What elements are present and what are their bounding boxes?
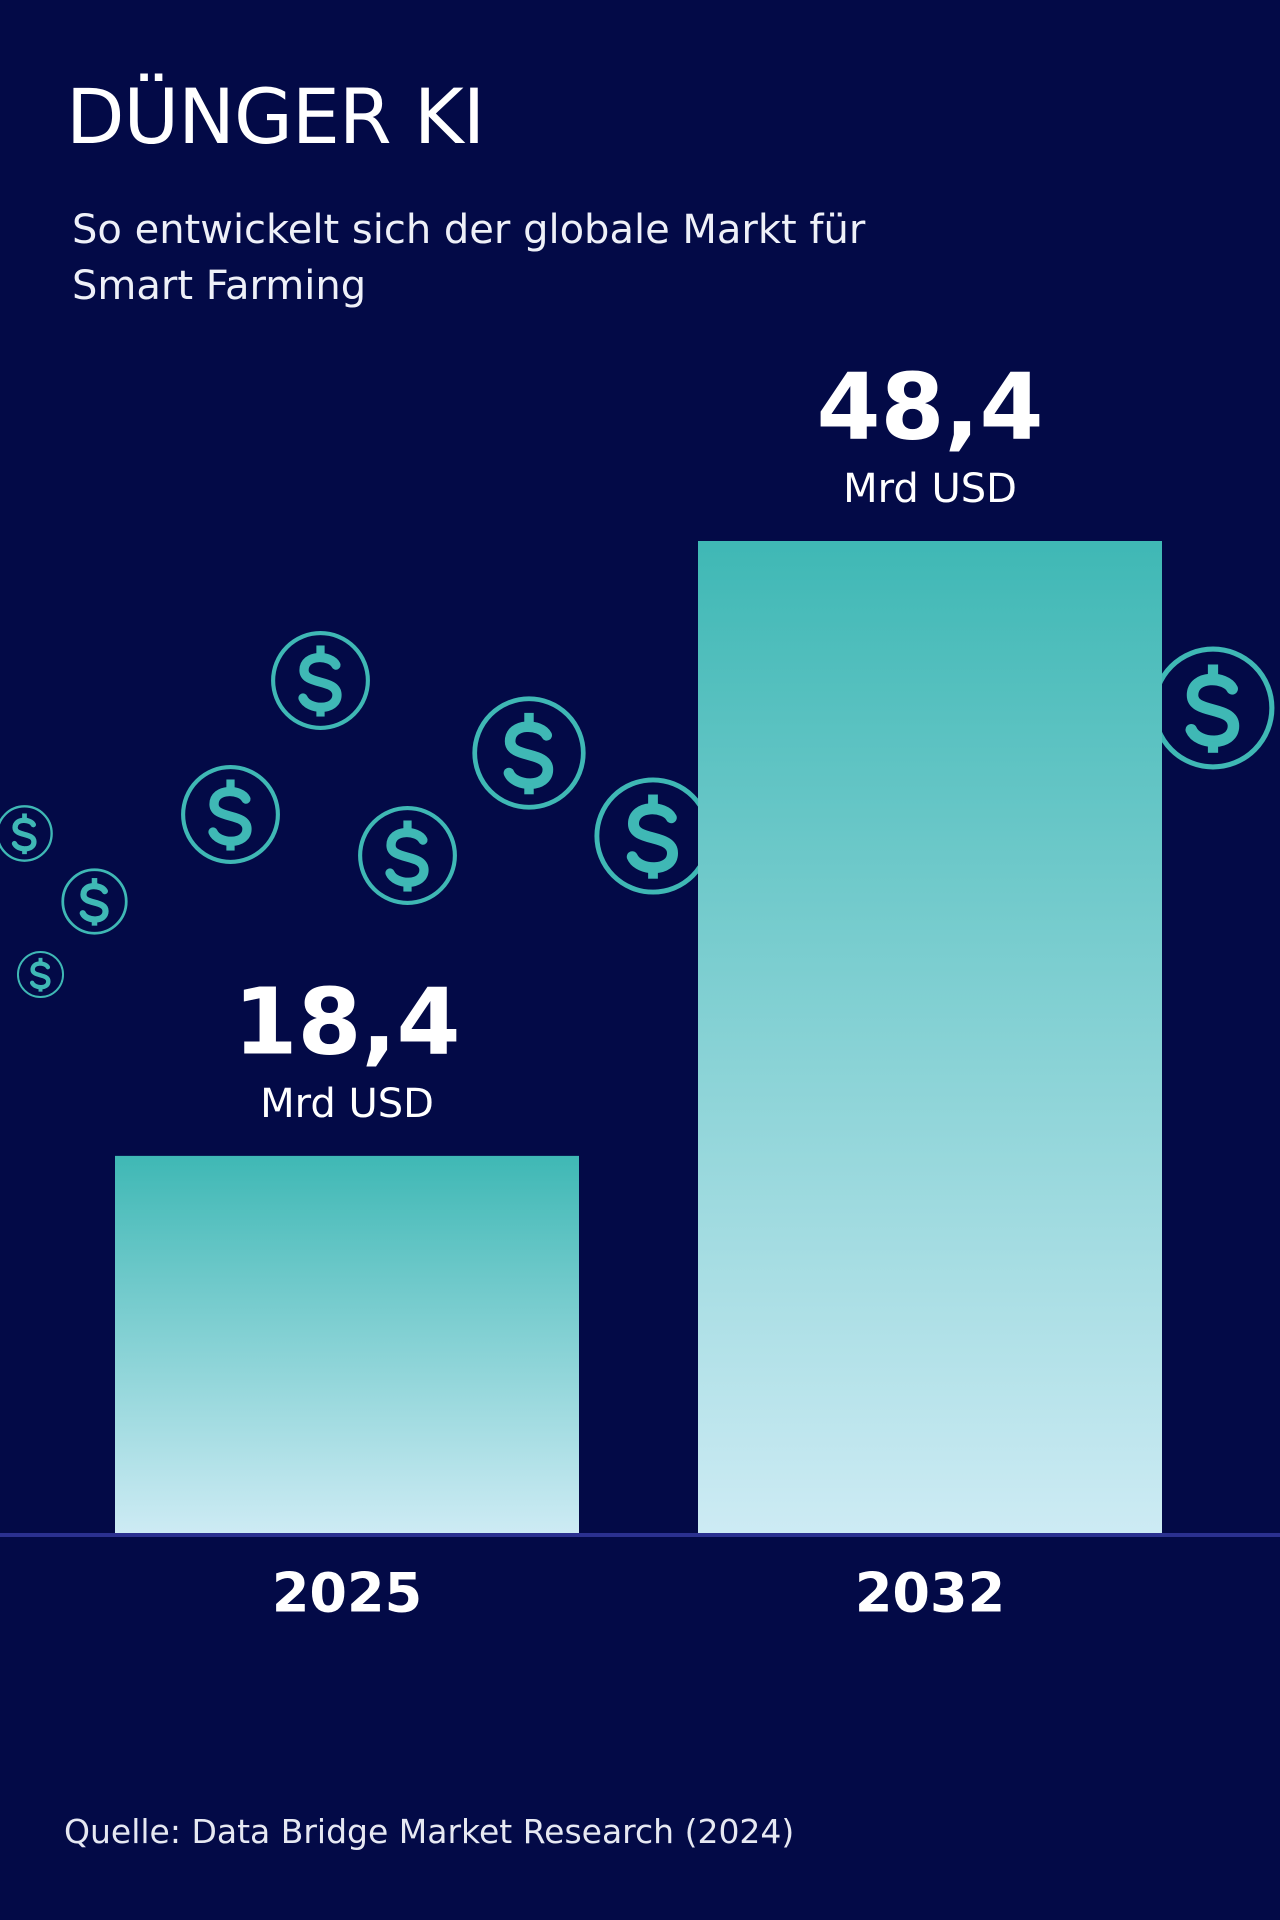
- dollar-icon: [0, 806, 52, 860]
- dollar-icon: [597, 780, 709, 892]
- x-tick-label: 2025: [272, 1562, 422, 1625]
- bar: [698, 541, 1162, 1533]
- dollar-icon: [18, 952, 63, 997]
- dollar-icon: [1154, 649, 1272, 767]
- value-label: 48,4: [817, 353, 1044, 460]
- value-unit: Mrd USD: [260, 1081, 434, 1127]
- bar: [115, 1155, 579, 1533]
- x-tick-label: 2032: [855, 1562, 1005, 1625]
- dollar-icon: [63, 870, 126, 933]
- dollar-icon: [475, 699, 584, 808]
- value-label: 18,4: [234, 968, 461, 1075]
- dollar-icon: [183, 767, 278, 862]
- subtitle: So entwickelt sich der globale Markt für…: [72, 207, 866, 309]
- value-unit: Mrd USD: [843, 466, 1017, 512]
- dollar-icon: [360, 808, 455, 903]
- dollar-icon: [273, 633, 368, 728]
- title: DÜNGER KI: [66, 72, 485, 161]
- source: Quelle: Data Bridge Market Research (202…: [64, 1812, 795, 1851]
